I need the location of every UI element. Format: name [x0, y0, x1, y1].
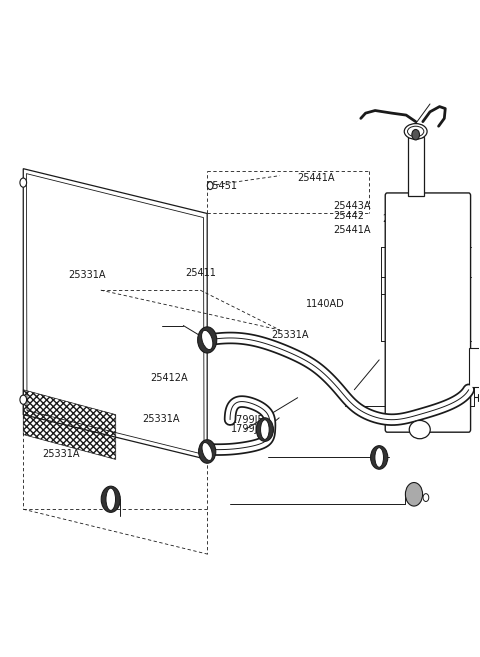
Ellipse shape	[408, 126, 424, 137]
Circle shape	[20, 178, 26, 187]
Circle shape	[371, 445, 388, 469]
Text: 25331A: 25331A	[271, 330, 309, 340]
Ellipse shape	[202, 442, 212, 461]
Circle shape	[256, 418, 274, 442]
Text: 25441A: 25441A	[333, 225, 371, 235]
Ellipse shape	[106, 488, 116, 510]
Text: 25331A: 25331A	[68, 270, 106, 280]
Text: 1140AD: 1140AD	[306, 299, 345, 309]
Text: 25441A: 25441A	[297, 173, 335, 183]
Text: 25331A: 25331A	[142, 414, 180, 424]
Text: 25430: 25430	[382, 214, 413, 223]
Ellipse shape	[202, 330, 213, 350]
Ellipse shape	[409, 420, 430, 439]
Circle shape	[198, 327, 217, 353]
Circle shape	[406, 482, 422, 506]
Text: 25412A: 25412A	[150, 373, 188, 382]
Circle shape	[207, 182, 213, 189]
Ellipse shape	[261, 420, 269, 440]
Text: 1799JG: 1799JG	[230, 424, 265, 434]
Ellipse shape	[404, 124, 427, 139]
Circle shape	[423, 493, 429, 501]
Text: 25411: 25411	[185, 268, 216, 278]
Bar	[408, 137, 424, 196]
Text: 25331A: 25331A	[42, 449, 80, 459]
Circle shape	[101, 486, 120, 512]
Text: 25451: 25451	[206, 181, 238, 191]
Bar	[468, 348, 480, 388]
Ellipse shape	[375, 447, 384, 467]
Text: 25442: 25442	[333, 211, 364, 221]
Text: 25443A: 25443A	[333, 200, 371, 210]
Circle shape	[199, 440, 216, 463]
FancyBboxPatch shape	[385, 193, 470, 432]
Circle shape	[412, 129, 420, 140]
Text: 1799JF: 1799JF	[230, 415, 264, 425]
Circle shape	[20, 395, 26, 404]
